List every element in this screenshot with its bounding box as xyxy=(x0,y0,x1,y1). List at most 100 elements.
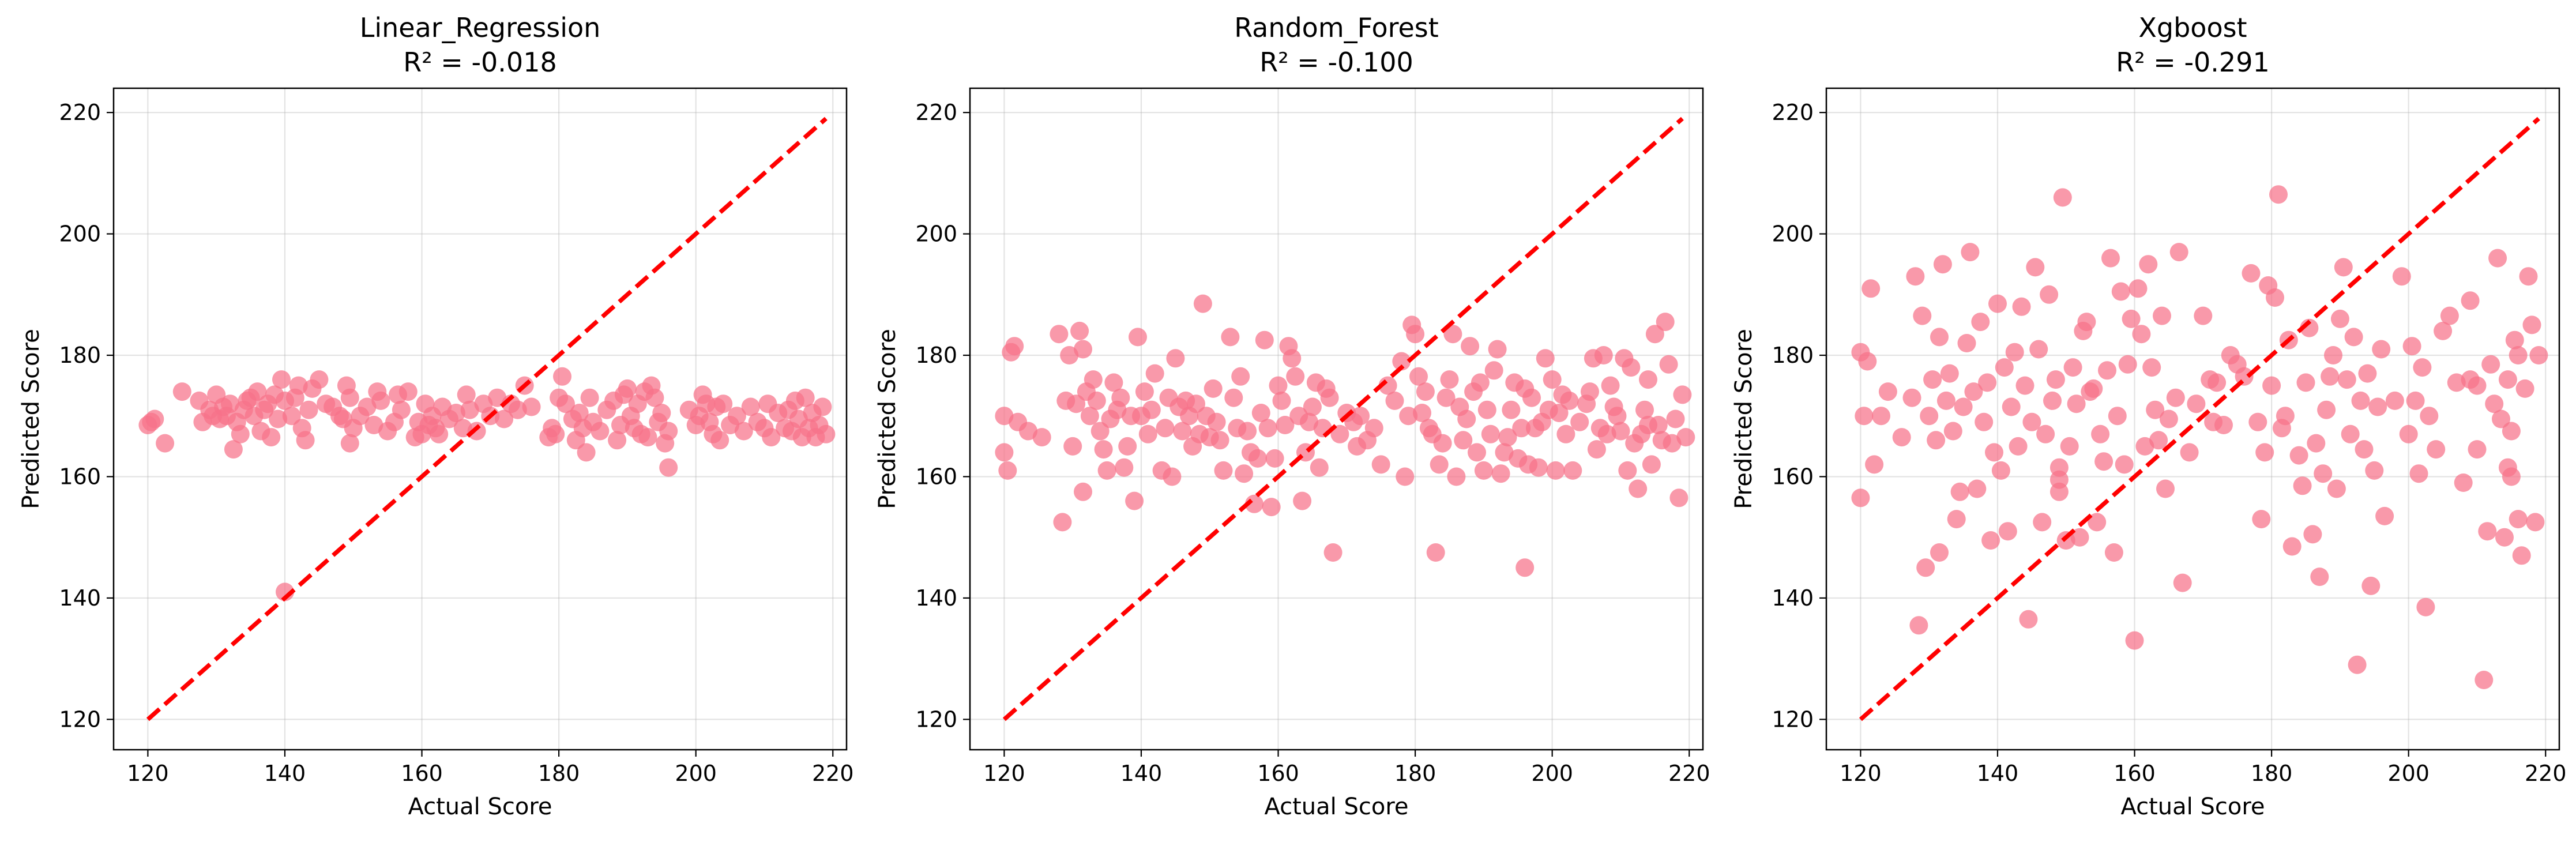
data-point xyxy=(546,424,565,443)
y-tick-label: 180 xyxy=(915,343,957,368)
data-point xyxy=(2125,631,2144,650)
data-point xyxy=(2142,358,2161,377)
data-point xyxy=(591,422,610,441)
data-point xyxy=(1581,382,1599,401)
y-tick-label: 120 xyxy=(1772,706,1814,732)
data-point xyxy=(1129,328,1147,347)
data-point xyxy=(2515,379,2534,398)
data-point xyxy=(1269,376,1288,395)
data-point xyxy=(2159,409,2178,428)
data-point xyxy=(1142,400,1161,419)
data-point xyxy=(1498,428,1517,447)
data-point xyxy=(2111,282,2130,301)
data-point xyxy=(1235,464,1254,483)
data-point xyxy=(1406,325,1425,344)
data-point xyxy=(1145,364,1164,383)
data-point xyxy=(652,404,671,422)
data-point xyxy=(495,409,514,428)
data-point xyxy=(2427,440,2446,459)
data-point xyxy=(2392,267,2411,286)
data-point xyxy=(813,397,832,416)
subplot-title: Linear_Regression xyxy=(360,12,601,43)
data-point xyxy=(2067,394,2086,414)
data-point xyxy=(1461,337,1480,356)
data-point xyxy=(2269,185,2288,204)
data-point xyxy=(1998,522,2017,541)
y-axis-label: Predicted Score xyxy=(18,329,44,509)
data-point xyxy=(1231,367,1250,386)
data-point xyxy=(1238,422,1257,441)
subplot-subtitle: R² = -0.018 xyxy=(403,47,556,78)
data-point xyxy=(1207,412,1226,431)
data-point xyxy=(1293,491,1312,510)
y-axis-label: Predicted Score xyxy=(1731,329,1757,509)
data-point xyxy=(2156,479,2175,498)
data-point xyxy=(1457,409,1476,428)
y-tick-label: 140 xyxy=(59,585,101,611)
data-point xyxy=(556,394,575,414)
data-point xyxy=(2293,476,2312,495)
data-point xyxy=(1313,419,1332,438)
data-point xyxy=(2492,409,2510,428)
data-point xyxy=(2416,597,2435,617)
data-point xyxy=(1570,412,1589,431)
data-point xyxy=(2461,291,2480,310)
data-point xyxy=(995,443,1014,462)
data-point xyxy=(1985,443,2003,462)
y-tick-label: 120 xyxy=(59,706,101,732)
data-point xyxy=(1988,294,2007,313)
data-point xyxy=(1156,419,1175,438)
data-point xyxy=(2149,431,2168,450)
data-point xyxy=(1005,337,1024,356)
data-point xyxy=(2447,373,2466,392)
data-point xyxy=(1248,449,1267,468)
data-point xyxy=(1563,461,1582,480)
data-point xyxy=(2166,388,2185,407)
data-point xyxy=(1413,404,1431,422)
data-point xyxy=(1536,349,1555,368)
data-point xyxy=(1878,382,1897,401)
data-point xyxy=(1529,458,1548,477)
data-point xyxy=(2321,367,2340,386)
data-point xyxy=(1639,416,1657,434)
data-point xyxy=(2063,358,2082,377)
data-point xyxy=(1286,367,1305,386)
data-point xyxy=(1090,422,1110,441)
data-point xyxy=(299,400,318,419)
x-tick-label: 200 xyxy=(2387,761,2430,786)
data-point xyxy=(1094,440,1113,459)
data-point xyxy=(1920,407,1939,426)
axes-frame xyxy=(969,87,1704,751)
data-point xyxy=(2317,400,2336,419)
data-point xyxy=(1474,461,1493,480)
data-point xyxy=(1642,455,1661,474)
data-point xyxy=(2399,424,2418,443)
data-point xyxy=(727,407,746,426)
data-point xyxy=(2512,546,2531,565)
data-point xyxy=(2529,346,2548,364)
data-point xyxy=(1940,364,1959,383)
data-point xyxy=(618,379,637,398)
axes-frame xyxy=(1825,87,2560,751)
data-point xyxy=(796,388,815,407)
data-point xyxy=(2255,443,2274,462)
data-point xyxy=(1560,391,1579,410)
data-point xyxy=(2488,249,2507,268)
data-point xyxy=(1050,325,1069,344)
data-point xyxy=(2091,424,2110,443)
data-point xyxy=(156,434,175,453)
ticks: 120 140 160 180 200 220 120 140 160 180 200 220 xyxy=(59,100,853,786)
y-tick-label: 120 xyxy=(915,706,957,732)
data-point xyxy=(1491,464,1510,483)
data-point xyxy=(2169,243,2188,262)
data-point xyxy=(2413,358,2432,377)
data-point xyxy=(1923,370,1942,389)
data-point xyxy=(1385,391,1404,410)
data-point xyxy=(1204,379,1223,398)
data-point xyxy=(2351,391,2370,410)
data-point xyxy=(1971,313,1990,332)
data-point xyxy=(1118,437,1137,456)
data-point xyxy=(2208,373,2227,392)
data-point xyxy=(1484,361,1503,380)
